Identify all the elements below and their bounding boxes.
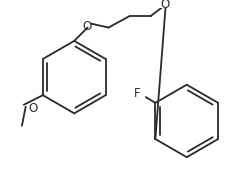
Text: F: F (133, 87, 140, 100)
Text: O: O (82, 20, 91, 33)
Text: O: O (160, 0, 169, 11)
Text: O: O (29, 102, 38, 115)
